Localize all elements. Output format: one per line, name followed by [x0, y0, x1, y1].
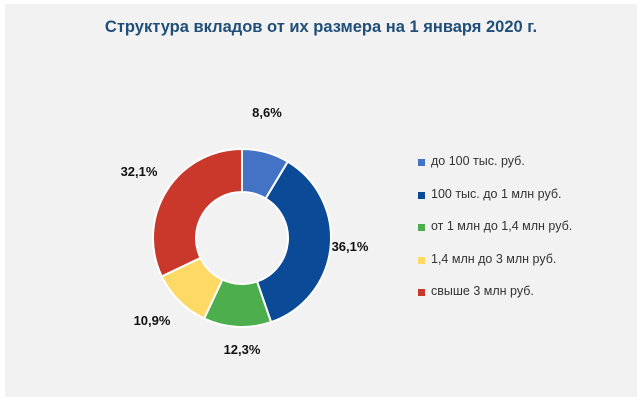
data-label-2: 36,1%: [332, 239, 369, 254]
legend-item-5: свыше 3 млн руб.: [418, 284, 633, 317]
data-label-5: 32,1%: [121, 164, 158, 179]
data-label-1: 8,6%: [252, 105, 282, 120]
chart-title: Структура вкладов от их размера на 1 янв…: [104, 18, 538, 36]
donut-slice-5: [152, 147, 243, 278]
legend-item-1: до 100 тыс. руб.: [418, 154, 633, 187]
legend-label-4: 1,4 млн до 3 млн руб.: [431, 251, 557, 266]
chart-legend: до 100 тыс. руб. 100 тыс. до 1 млн руб. от…: [418, 154, 633, 317]
donut-slice-2: [255, 160, 332, 324]
legend-item-2: 100 тыс. до 1 млн руб.: [418, 187, 633, 220]
legend-item-4: 1,4 млн до 3 млн руб.: [418, 252, 633, 285]
legend-swatch-2: [418, 191, 425, 199]
legend-label-1: до 100 тыс. руб.: [431, 154, 525, 168]
donut-chart: 8,6% 36,1% 12,3% 10,9% 32,1%: [121, 105, 369, 357]
chart-frame: Структура вкладов от их размера на 1 янв…: [5, 4, 637, 397]
data-label-4: 10,9%: [134, 313, 171, 328]
legend-label-3: от 1 млн до 1,4 млн руб.: [431, 219, 573, 233]
legend-swatch-4: [418, 256, 425, 264]
data-label-3: 12,3%: [224, 342, 261, 357]
legend-item-3: от 1 млн до 1,4 млн руб.: [418, 219, 633, 252]
legend-swatch-5: [418, 289, 425, 296]
legend-swatch-3: [418, 224, 425, 231]
legend-swatch-1: [418, 159, 425, 166]
legend-label-5: свыше 3 млн руб.: [431, 284, 534, 298]
legend-label-2: 100 тыс. до 1 млн руб.: [431, 186, 562, 201]
